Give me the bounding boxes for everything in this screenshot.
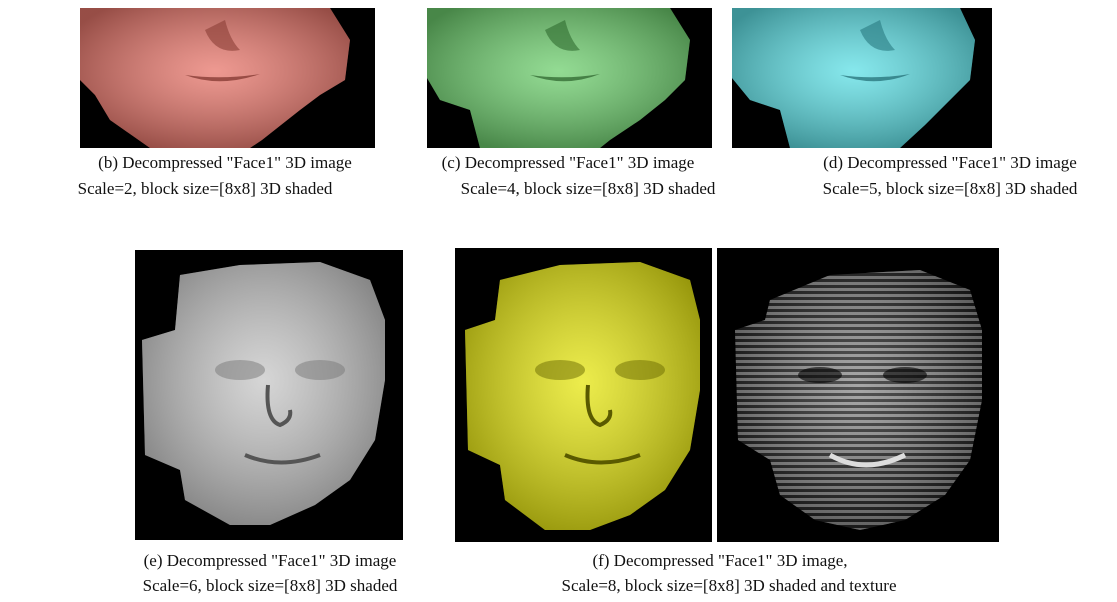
- caption-line: (c) Decompressed "Face1" 3D image: [442, 153, 695, 172]
- caption-line: (d) Decompressed "Face1" 3D image: [823, 153, 1077, 172]
- panel-e-image: [135, 250, 403, 540]
- caption-line: Scale=8, block size=[8x8] 3D shaded and …: [562, 576, 897, 595]
- caption-line: (b) Decompressed "Face1" 3D image: [98, 153, 352, 172]
- panel-b-image: [80, 8, 375, 148]
- caption-line: Scale=2, block size=[8x8] 3D shaded: [78, 179, 333, 198]
- panel-c-image: [427, 8, 712, 148]
- caption-line: (e) Decompressed "Face1" 3D image: [144, 551, 397, 570]
- caption-line: (f) Decompressed "Face1" 3D image,: [592, 551, 847, 570]
- panel-f-image: [455, 248, 999, 542]
- caption-line: Scale=4, block size=[8x8] 3D shaded: [461, 179, 716, 198]
- panel-d-image: [732, 8, 992, 148]
- caption-line: Scale=5, block size=[8x8] 3D shaded: [823, 179, 1078, 198]
- caption-line: Scale=6, block size=[8x8] 3D shaded: [143, 576, 398, 595]
